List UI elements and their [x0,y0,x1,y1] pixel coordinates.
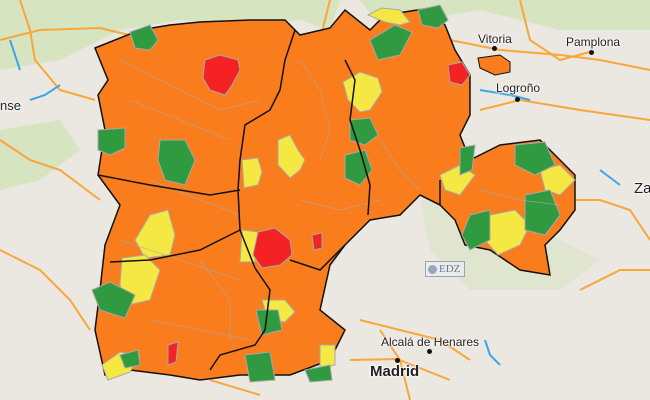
city-label-zaragoza-partial: Za [634,180,650,197]
risk-medium-zones [101,7,576,381]
city-label-vitoria: Vitoria [478,32,512,46]
alcala-dot [427,349,432,354]
city-label-logrono: Logroño [496,81,541,95]
rivers-layer [9,39,621,366]
madrid-dot [395,358,400,363]
risk-low-zones [91,4,561,383]
outside-patch [477,54,511,76]
municipal-borders [119,59,561,341]
edz-watermark: EDZ [425,261,465,277]
region-shape [94,7,576,381]
city-label-pamplona: Pamplona [566,35,621,49]
risk-very-high-zones [167,54,471,366]
pamplona-dot [589,50,594,55]
vitoria-dot [492,46,497,51]
city-label-alcala: Alcalá de Henares [381,335,480,349]
globe-icon [428,264,437,274]
logrono-dot [515,97,520,102]
city-label-ourense-partial: nse [0,98,21,113]
province-borders [97,29,441,371]
watermark-text: EDZ [439,263,461,275]
city-label-madrid: Madrid [370,363,420,380]
